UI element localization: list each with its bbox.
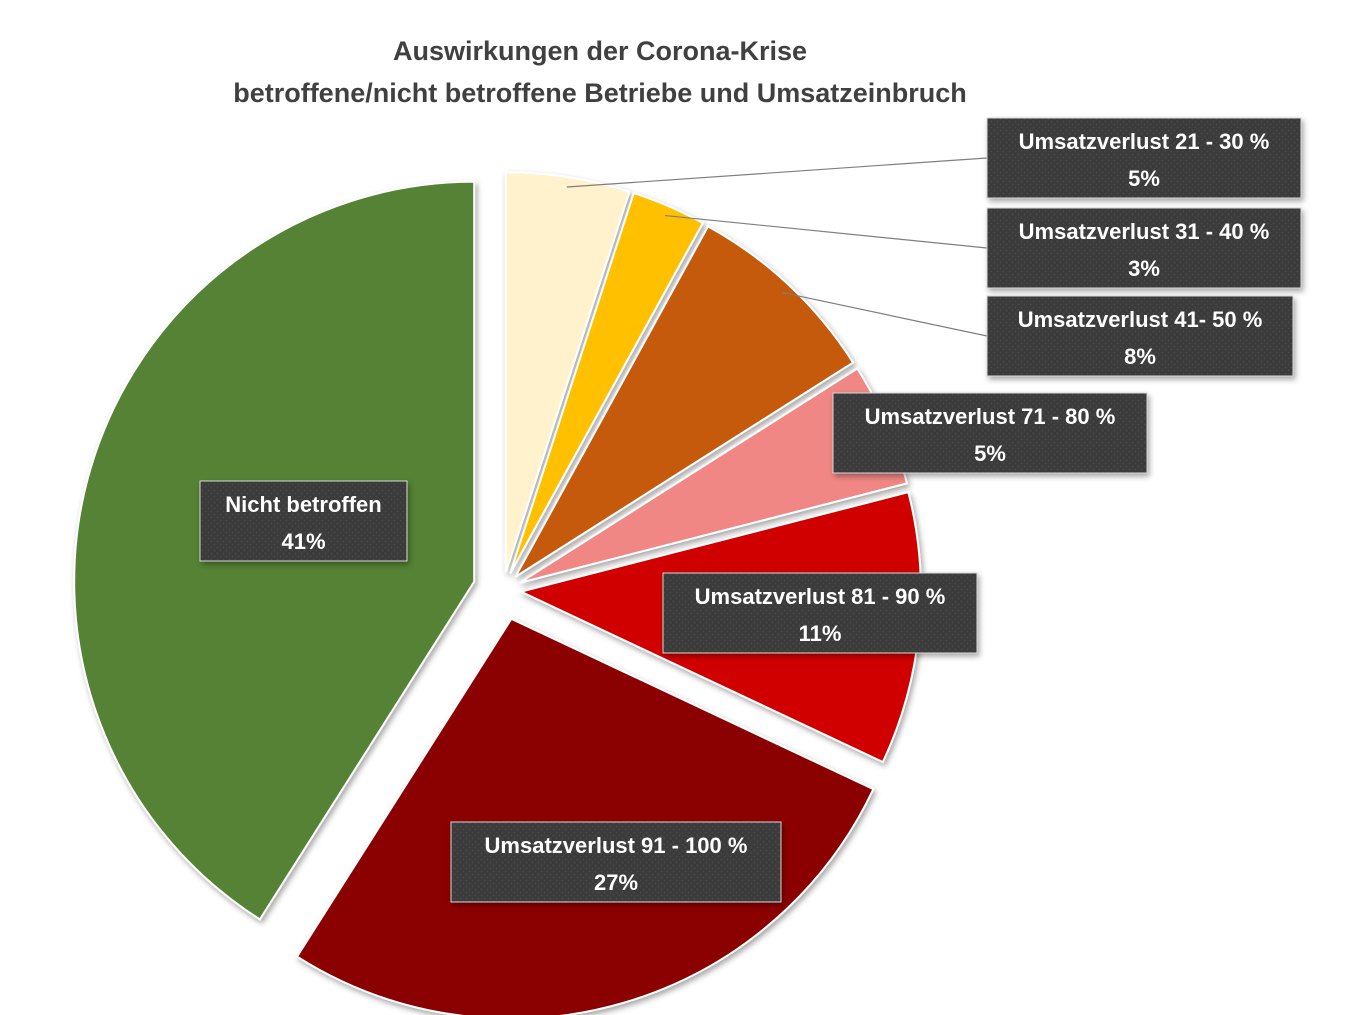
pie-slice-6 bbox=[295, 617, 875, 1015]
data-label-1: Umsatzverlust 21 - 30 % 5% bbox=[986, 117, 1302, 199]
data-label-category: Umsatzverlust 91 - 100 % bbox=[485, 833, 748, 858]
leader-line-2 bbox=[664, 214, 988, 249]
data-label-box bbox=[450, 821, 782, 903]
data-label-category: Nicht betroffen bbox=[225, 492, 381, 517]
data-label-box bbox=[832, 392, 1148, 474]
data-label-box bbox=[986, 295, 1294, 377]
data-label-5: Umsatzverlust 81 - 90 % 11% bbox=[662, 572, 978, 654]
data-label-value: 27% bbox=[594, 870, 638, 895]
chart-subtitle: betroffene/nicht betroffene Betriebe und… bbox=[233, 78, 967, 108]
leader-line-1 bbox=[566, 157, 988, 188]
data-label-category: Umsatzverlust 21 - 30 % bbox=[1019, 129, 1270, 154]
data-label-box bbox=[986, 117, 1302, 199]
data-label-box bbox=[199, 480, 408, 562]
data-label-value: 11% bbox=[799, 621, 842, 646]
pie-slice-3 bbox=[514, 224, 855, 578]
data-label-box bbox=[986, 207, 1302, 289]
chart-title: Auswirkungen der Corona-Krise bbox=[392, 36, 808, 66]
data-label-value: 41% bbox=[281, 529, 325, 554]
data-label-6: Umsatzverlust 91 - 100 % 27% bbox=[450, 821, 782, 903]
data-label-value: 3% bbox=[1128, 256, 1160, 281]
data-label-value: 8% bbox=[1124, 344, 1156, 369]
pie-slice-1 bbox=[504, 171, 631, 573]
pie-slice-2 bbox=[509, 191, 705, 574]
data-label-category: Umsatzverlust 81 - 90 % bbox=[695, 584, 946, 609]
data-label-value: 5% bbox=[1128, 166, 1160, 191]
data-label-category: Umsatzverlust 71 - 80 % bbox=[865, 404, 1116, 429]
data-label-7: Nicht betroffen 41% bbox=[199, 480, 408, 562]
data-label-3: Umsatzverlust 41- 50 % 8% bbox=[986, 295, 1294, 377]
data-label-4: Umsatzverlust 71 - 80 % 5% bbox=[832, 392, 1148, 474]
data-label-box bbox=[662, 572, 978, 654]
data-label-category: Umsatzverlust 41- 50 % bbox=[1018, 307, 1263, 332]
data-label-value: 5% bbox=[974, 441, 1006, 466]
data-label-category: Umsatzverlust 31 - 40 % bbox=[1019, 219, 1270, 244]
leader-line-3 bbox=[782, 291, 988, 337]
data-label-2: Umsatzverlust 31 - 40 % 3% bbox=[986, 207, 1302, 289]
